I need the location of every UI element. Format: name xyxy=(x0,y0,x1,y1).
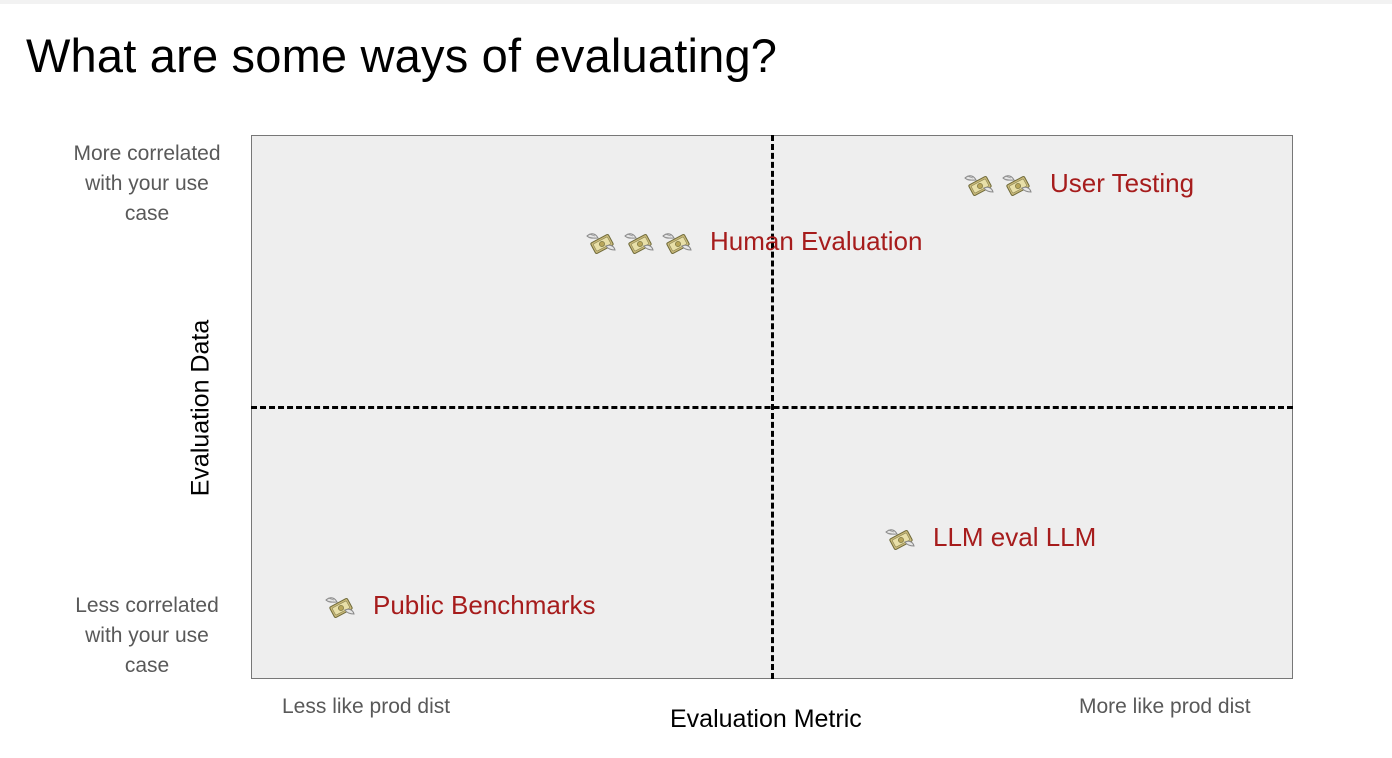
page-title: What are some ways of evaluating? xyxy=(26,29,778,82)
y-bottom-label-line: Less correlated xyxy=(75,594,219,617)
item-label: User Testing xyxy=(1050,168,1195,198)
item-user-testing: User Testing xyxy=(962,168,1194,199)
item-human-evaluation: Human Evaluation xyxy=(584,226,922,257)
y-bottom-label-line: case xyxy=(124,654,170,677)
money-with-wings-icon xyxy=(883,525,915,551)
cost-icons xyxy=(323,593,355,619)
x-left-label: Less like prod dist xyxy=(282,695,451,718)
item-label: Public Benchmarks xyxy=(373,590,596,620)
cost-icons xyxy=(584,229,692,255)
item-label: LLM eval LLM xyxy=(933,522,1097,552)
y-top-label-line: More correlated xyxy=(73,142,221,165)
horizontal-divider xyxy=(251,406,1293,409)
y-top-label-line: case xyxy=(124,202,170,225)
x-axis-title: Evaluation Metric xyxy=(670,705,862,733)
y-bottom-label-line: with your use xyxy=(85,624,209,647)
money-with-wings-icon xyxy=(622,229,654,255)
money-with-wings-icon xyxy=(962,171,994,197)
money-with-wings-icon xyxy=(660,229,692,255)
money-with-wings-icon xyxy=(1000,171,1032,197)
cost-icons xyxy=(883,525,915,551)
y-axis-title: Evaluation Data xyxy=(186,319,215,497)
item-label: Human Evaluation xyxy=(710,226,923,256)
item-public-benchmarks: Public Benchmarks xyxy=(323,590,596,621)
item-llm-eval-llm: LLM eval LLM xyxy=(883,522,1096,553)
money-with-wings-icon xyxy=(323,593,355,619)
top-divider xyxy=(0,0,1392,4)
x-right-label: More like prod dist xyxy=(1079,695,1251,718)
y-top-label: More correlated with your use case xyxy=(57,139,237,229)
y-top-label-line: with your use xyxy=(85,172,209,195)
money-with-wings-icon xyxy=(584,229,616,255)
y-bottom-label: Less correlated with your use case xyxy=(57,591,237,681)
cost-icons xyxy=(962,171,1032,197)
